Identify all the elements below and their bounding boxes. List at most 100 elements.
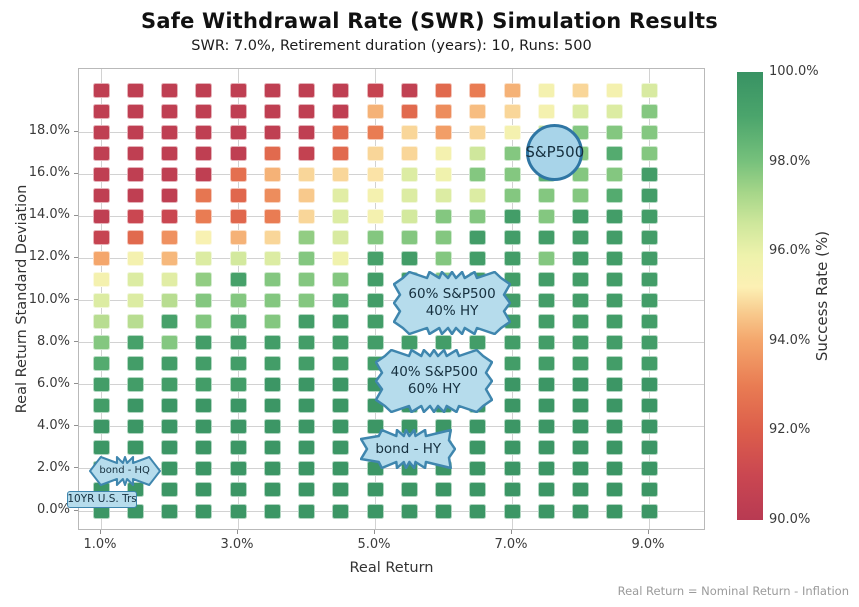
heatmap-cell xyxy=(161,314,178,330)
heatmap-cell xyxy=(366,419,384,435)
heatmap-cell xyxy=(161,440,178,456)
heatmap-cell xyxy=(298,124,315,140)
heatmap-cell xyxy=(572,356,589,372)
heatmap-cell xyxy=(332,356,350,372)
heatmap-cell xyxy=(161,503,178,519)
heatmap-cell xyxy=(195,482,213,498)
heatmap-cell xyxy=(640,398,658,414)
heatmap-cell xyxy=(332,103,350,119)
heatmap-cell xyxy=(298,103,315,119)
heatmap-cell xyxy=(606,208,624,224)
gridline-horizontal xyxy=(79,215,704,217)
circle-shape xyxy=(526,123,584,181)
heatmap-cell xyxy=(229,335,247,351)
heatmap-cell xyxy=(263,82,281,98)
heatmap-cell xyxy=(435,482,452,498)
heatmap-cell xyxy=(92,103,110,119)
heatmap-cell xyxy=(332,229,350,245)
heatmap-cell xyxy=(435,124,452,140)
y-tick-label: 2.0% xyxy=(36,459,70,475)
gridline-horizontal xyxy=(79,257,704,259)
heatmap-cell xyxy=(298,166,315,182)
heatmap-cell xyxy=(572,103,589,119)
heatmap-cell xyxy=(161,398,178,414)
heatmap-cell xyxy=(263,482,281,498)
heatmap-cell xyxy=(572,250,589,266)
heatmap-cell xyxy=(92,187,110,203)
x-tick-mark xyxy=(99,530,101,534)
heatmap-cell xyxy=(92,166,110,182)
heatmap-cell xyxy=(366,482,384,498)
heatmap-cell xyxy=(640,314,658,330)
heatmap-cell xyxy=(195,187,213,203)
heatmap-cell xyxy=(263,503,281,519)
heatmap-cell xyxy=(640,229,658,245)
starburst-shape xyxy=(375,348,494,413)
heatmap-cell xyxy=(606,335,624,351)
x-tick-label: 5.0% xyxy=(357,537,391,552)
heatmap-cell xyxy=(92,335,110,351)
heatmap-cell xyxy=(298,503,315,519)
heatmap-cell xyxy=(606,271,624,287)
heatmap-cell xyxy=(640,482,658,498)
heatmap-cell xyxy=(263,335,281,351)
gridline-horizontal xyxy=(79,173,704,175)
heatmap-cell xyxy=(469,461,487,477)
starburst-shape xyxy=(393,271,512,336)
x-tick-mark xyxy=(647,530,649,534)
heatmap-cell xyxy=(298,335,315,351)
heatmap-cell xyxy=(503,124,521,140)
heatmap-cell xyxy=(126,377,144,393)
heatmap-cell xyxy=(229,271,247,287)
heatmap-cell xyxy=(332,145,350,161)
heatmap-cell xyxy=(195,461,213,477)
heatmap-cell xyxy=(92,377,110,393)
annotation-sp500-40-hy-60: 40% S&P500 60% HY xyxy=(375,348,494,413)
heatmap-cell xyxy=(640,271,658,287)
x-tick-mark xyxy=(373,530,375,534)
heatmap-cell xyxy=(298,314,315,330)
heatmap-cell xyxy=(400,482,418,498)
heatmap-cell xyxy=(229,314,247,330)
annotation-bond-hy: bond - HY xyxy=(360,428,457,469)
heatmap-cell xyxy=(606,419,624,435)
heatmap-cell xyxy=(161,419,178,435)
heatmap-cell xyxy=(92,314,110,330)
heatmap-cell xyxy=(366,250,384,266)
x-tick-label: 7.0% xyxy=(494,537,528,552)
heatmap-cell xyxy=(503,503,521,519)
heatmap-cell xyxy=(332,335,350,351)
heatmap-cell xyxy=(161,208,178,224)
heatmap-cell xyxy=(126,145,144,161)
heatmap-cell xyxy=(161,124,178,140)
heatmap-cell xyxy=(606,293,624,308)
y-tick-label: 8.0% xyxy=(36,333,70,349)
gridline-horizontal xyxy=(79,131,704,133)
heatmap-cell xyxy=(400,124,418,140)
heatmap-cell xyxy=(195,250,213,266)
heatmap-cell xyxy=(161,82,178,98)
heatmap-cell xyxy=(400,229,418,245)
heatmap-cell xyxy=(606,356,624,372)
heatmap-cell xyxy=(469,503,487,519)
heatmap-cell xyxy=(229,208,247,224)
heatmap-cell xyxy=(195,314,213,330)
y-tick-label: 12.0% xyxy=(28,249,70,265)
heatmap-cell xyxy=(400,250,418,266)
heatmap-cell xyxy=(572,482,589,498)
heatmap-cell xyxy=(640,293,658,308)
heatmap-cell xyxy=(298,145,315,161)
heatmap-cell xyxy=(229,377,247,393)
heatmap-cell xyxy=(92,124,110,140)
heatmap-cell xyxy=(126,103,144,119)
heatmap-cell xyxy=(435,229,452,245)
y-tick-mark xyxy=(74,214,78,216)
heatmap-cell xyxy=(229,124,247,140)
heatmap-cell xyxy=(435,208,452,224)
heatmap-cell xyxy=(195,377,213,393)
annotation-sp500: S&P500 xyxy=(525,123,584,181)
heatmap-cell xyxy=(606,166,624,182)
colorbar-tick-label: 90.0% xyxy=(769,512,811,527)
heatmap-cell xyxy=(366,103,384,119)
heatmap-cell xyxy=(92,82,110,98)
